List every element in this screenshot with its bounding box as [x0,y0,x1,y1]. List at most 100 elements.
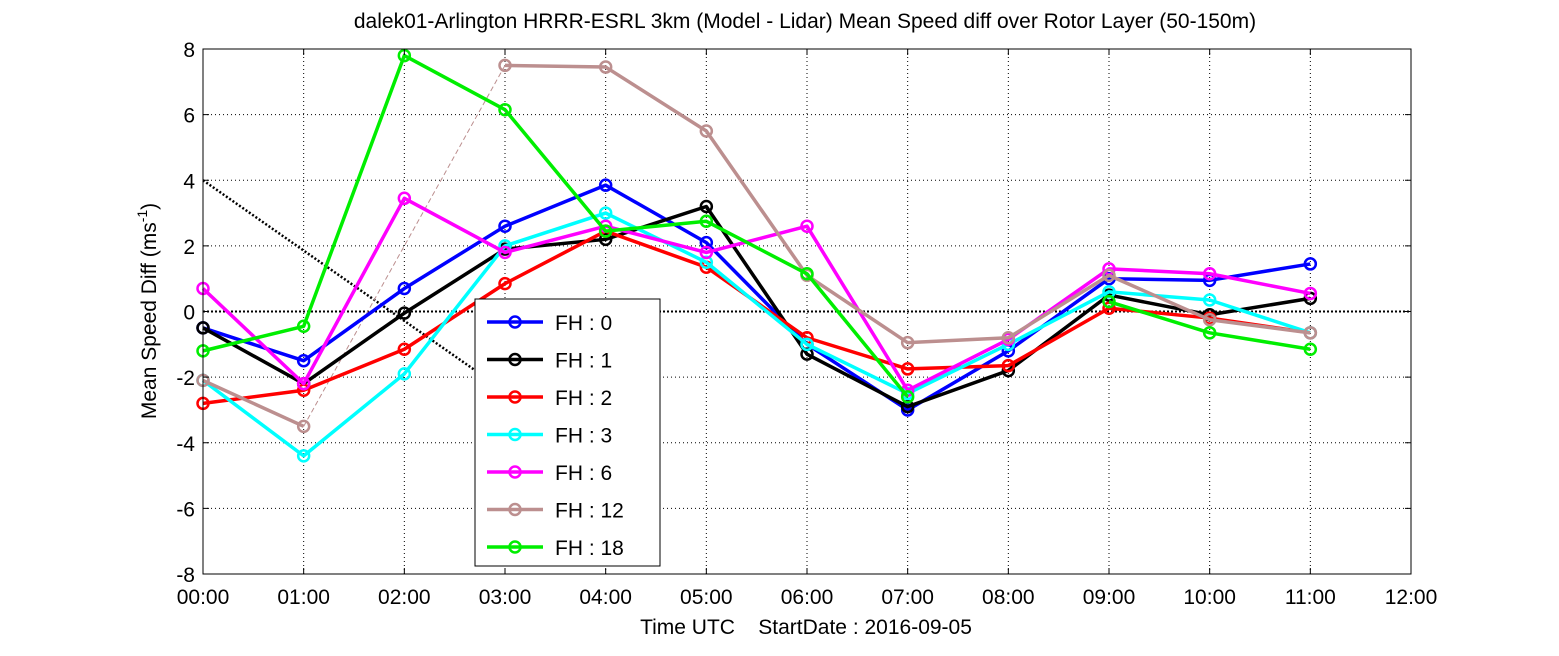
x-tick-label: 12:00 [1385,586,1438,609]
series-6 [196,48,1318,404]
series-line [202,53,910,398]
data-point [1303,286,1318,301]
data-point [397,191,412,206]
data-point [296,419,311,434]
y-tick-label: -2 [176,367,195,390]
y-tick-label: -6 [176,498,195,521]
x-tick-label: 00:00 [177,586,230,609]
x-tick-label: 11:00 [1285,586,1336,609]
y-tick-label: -4 [176,433,195,456]
legend: FH : 0 FH : 1 FH : 2 FH : 3 FH : 6 FH : 12 FH … [474,298,661,567]
legend-item: FH : 2 [487,387,612,410]
y-tick-label: 0 [183,302,195,325]
y-tick-label: 6 [183,105,195,128]
data-point [296,353,311,368]
data-point [397,342,412,356]
legend-swatch-marker [508,352,522,367]
x-tick-label: 02:00 [378,586,431,609]
data-point [1102,268,1116,283]
data-point [1001,358,1016,373]
data-point [800,337,814,352]
series-line [202,204,1311,409]
legend-label: FH : 1 [555,350,612,373]
legend-swatch-marker [508,502,522,517]
legend-label: FH : 0 [555,312,612,335]
data-point [1303,326,1318,340]
legend-swatch-marker [508,390,522,404]
y-tick-label: -8 [176,564,195,587]
data-point [598,206,613,220]
y-axis-label-sup: -1 [134,210,150,223]
data-point [1202,312,1217,327]
data-point [498,58,512,73]
y-axis-label-main: Mean Speed Diff (ms [138,222,161,419]
series-layer [196,48,1318,463]
data-point [800,267,814,281]
y-axis-ticks: -8 -6 -4 -2 0 2 4 6 8 [176,39,1411,587]
legend-label: FH : 18 [555,537,624,560]
legend-item: FH : 3 [487,425,612,448]
x-tick-label: 09:00 [1083,586,1136,609]
data-point [1202,293,1217,307]
data-point [699,199,714,214]
legend-item: FH : 12 [487,500,624,523]
legend-swatch-marker [508,427,522,442]
data-point [296,449,311,463]
data-point [498,219,512,233]
x-axis-ticks: 00:00 01:00 02:00 03:00 04:00 05:00 06:00 07:00… [177,49,1438,609]
series-line [202,378,305,428]
data-point [900,362,915,376]
x-tick-label: 06:00 [781,586,834,609]
y-tick-label: 8 [183,39,195,62]
legend-label: FH : 6 [555,462,612,485]
data-point [1001,331,1016,345]
data-point [296,376,311,391]
dotted-trend-line [202,179,486,379]
series-line [504,63,1311,345]
x-tick-label: 01:00 [277,586,330,609]
series-line [201,196,1311,392]
data-point [598,60,613,74]
data-point [699,245,714,260]
data-point [296,319,311,334]
data-point [498,276,512,291]
y-tick-label: 2 [183,236,195,259]
x-tick-label: 08:00 [982,586,1035,609]
data-point [900,390,915,404]
legend-label: FH : 3 [555,425,612,448]
x-tick-label: 04:00 [579,586,632,609]
legend-item: FH : 1 [487,350,612,373]
data-point [1303,342,1318,356]
data-point [598,224,613,238]
legend-item: FH : 6 [487,462,612,485]
legend-box [474,298,661,567]
legend-label: FH : 2 [555,387,612,410]
legend-swatch-marker [508,540,522,554]
data-point [1202,267,1217,281]
legend-swatch-marker [508,465,522,479]
chart-title: dalek01-Arlington HRRR-ESRL 3km (Model -… [354,10,1256,33]
data-point [598,232,613,247]
data-point [1303,257,1318,271]
series-line [201,211,1311,458]
data-point [397,306,412,320]
legend-swatch-marker [508,315,522,329]
data-point [397,367,412,381]
fh12-gap-dashed-line [303,65,506,427]
data-point [800,219,814,233]
series-line [1108,299,1311,351]
data-point [699,124,714,138]
data-point [498,102,512,117]
x-tick-label: 05:00 [680,586,733,609]
y-axis-label-end: ) [138,203,161,210]
series-line [202,183,1311,412]
data-point [1202,326,1217,340]
data-point [900,335,915,350]
x-tick-label: 07:00 [881,586,934,609]
legend-item: FH : 0 [487,312,612,335]
data-point [397,281,412,296]
data-point [1102,294,1116,309]
x-tick-label: 03:00 [479,586,532,609]
data-point [699,214,714,229]
